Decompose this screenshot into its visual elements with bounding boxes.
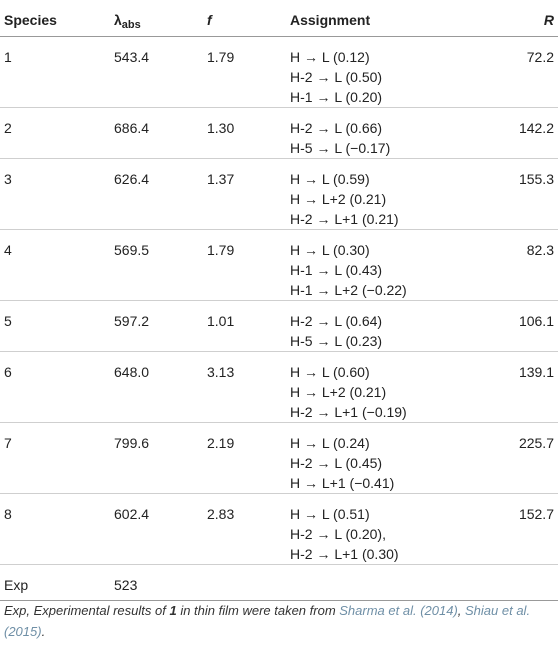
- table-row: 3 626.4 1.37 H → L (0.59) H → L+2 (0.21) H-2 …: [0, 158, 558, 230]
- f-cell: 1.79: [203, 36, 286, 108]
- header-assignment: Assignment: [286, 0, 486, 37]
- f-cell: 1.37: [203, 158, 286, 230]
- assignment-line: H → L (0.51): [290, 505, 370, 522]
- species-cell: 3: [0, 158, 110, 230]
- table-row: 4 569.5 1.79 H → L (0.30) H-1 → L (0.43) H-1 …: [0, 229, 558, 301]
- species-cell: 6: [0, 351, 110, 423]
- assignment-line: H-2 → L (0.50): [290, 68, 383, 85]
- table-row: 5 597.2 1.01 H-2 → L (0.64) H-5 → L (0.23) 10…: [0, 300, 558, 352]
- lambda-cell: 799.6: [110, 422, 203, 494]
- r-cell: 82.3: [486, 229, 558, 301]
- f-cell: 3.13: [203, 351, 286, 423]
- assignment-line: H → L (0.12): [290, 48, 370, 65]
- data-table: Species λabs f Assignment R 1 543.4 1.79 H …: [0, 0, 558, 601]
- assignment-cell: H → L (0.59) H → L+2 (0.21) H-2 → L+1 (0.2…: [286, 158, 486, 230]
- r-cell: 142.2: [486, 107, 558, 159]
- r-cell: 152.7: [486, 493, 558, 565]
- assignment-cell: H-2 → L (0.66) H-5 → L (−0.17): [286, 107, 486, 159]
- assignment-line: H → L (0.24): [290, 434, 370, 451]
- lambda-subscript: abs: [121, 19, 141, 31]
- header-row: Species λabs f Assignment R: [0, 0, 558, 37]
- f-cell: 2.19: [203, 422, 286, 494]
- assignment-line: H-2 → L (0.64): [290, 312, 383, 329]
- f-cell: 1.01: [203, 300, 286, 352]
- species-cell: 4: [0, 229, 110, 301]
- f-cell: 2.83: [203, 493, 286, 565]
- species-cell: 8: [0, 493, 110, 565]
- lambda-cell: 686.4: [110, 107, 203, 159]
- r-cell: 225.7: [486, 422, 558, 494]
- assignment-line: H → L+1 (−0.41): [290, 474, 395, 491]
- lambda-cell: 523: [110, 564, 203, 601]
- assignment-line: H-1 → L+2 (−0.22): [290, 281, 407, 298]
- header-f: f: [203, 0, 286, 37]
- assignment-cell: H → L (0.51) H-2 → L (0.20), H-2 → L+1 (0.…: [286, 493, 486, 565]
- lambda-symbol: λ: [114, 12, 122, 28]
- header-lambda: λabs: [110, 0, 203, 37]
- assignment-line: H-5 → L (0.23): [290, 332, 383, 349]
- table-row: 6 648.0 3.13 H → L (0.60) H → L+2 (0.21) H-2 …: [0, 351, 558, 423]
- assignment-cell: H → L (0.12) H-2 → L (0.50) H-1 → L (0.20): [286, 36, 486, 108]
- assignment-line: H-1 → L (0.43): [290, 261, 383, 278]
- assignment-cell: H → L (0.60) H → L+2 (0.21) H-2 → L+1 (−0.…: [286, 351, 486, 423]
- header-species: Species: [0, 0, 110, 37]
- assignment-line: H → L (0.60): [290, 363, 370, 380]
- assignment-cell: H → L (0.24) H-2 → L (0.45) H → L+1 (−0.41…: [286, 422, 486, 494]
- r-cell: 155.3: [486, 158, 558, 230]
- f-cell: 1.79: [203, 229, 286, 301]
- assignment-cell: H-2 → L (0.64) H-5 → L (0.23): [286, 300, 486, 352]
- species-cell: Exp: [0, 564, 110, 601]
- table-row: 7 799.6 2.19 H → L (0.24) H-2 → L (0.45) H → …: [0, 422, 558, 494]
- assignment-line: H-5 → L (−0.17): [290, 139, 391, 156]
- species-cell: 5: [0, 300, 110, 352]
- assignment-line: H → L+2 (0.21): [290, 190, 387, 207]
- lambda-cell: 569.5: [110, 229, 203, 301]
- table-row: 8 602.4 2.83 H → L (0.51) H-2 → L (0.20), H-2…: [0, 493, 558, 565]
- species-cell: 2: [0, 107, 110, 159]
- table-body: 1 543.4 1.79 H → L (0.12) H-2 → L (0.50) H-1 …: [0, 36, 558, 601]
- r-cell: 106.1: [486, 300, 558, 352]
- table-row: 1 543.4 1.79 H → L (0.12) H-2 → L (0.50) H-1 …: [0, 36, 558, 108]
- assignment-line: H-2 → L+1 (0.21): [290, 210, 399, 227]
- table-footnote: Exp, Experimental results of 1 in thin f…: [4, 603, 531, 639]
- f-cell: 1.30: [203, 107, 286, 159]
- assignment-line: H → L (0.59): [290, 170, 370, 187]
- table-row: Exp 523: [0, 564, 558, 601]
- assignment-line: H-2 → L (0.66): [290, 119, 383, 136]
- species-cell: 7: [0, 422, 110, 494]
- lambda-cell: 602.4: [110, 493, 203, 565]
- reference-link-shiau[interactable]: Shiau et al. (2015): [4, 603, 531, 639]
- lambda-cell: 597.2: [110, 300, 203, 352]
- species-cell: 1: [0, 36, 110, 108]
- assignment-cell: H → L (0.30) H-1 → L (0.43) H-1 → L+2 (−0.…: [286, 229, 486, 301]
- f-cell: [203, 564, 286, 601]
- assignment-line: H-2 → L (0.20),: [290, 525, 386, 542]
- lambda-cell: 648.0: [110, 351, 203, 423]
- r-cell: [486, 564, 558, 601]
- assignment-line: H-2 → L (0.45): [290, 454, 383, 471]
- assignment-line: H → L (0.30): [290, 241, 370, 258]
- reference-link-sharma[interactable]: Sharma et al. (2014): [339, 603, 458, 618]
- assignment-line: H-2 → L+1 (0.30): [290, 545, 399, 562]
- lambda-cell: 626.4: [110, 158, 203, 230]
- assignment-line: H-1 → L (0.20): [290, 88, 383, 105]
- r-cell: 72.2: [486, 36, 558, 108]
- lambda-cell: 543.4: [110, 36, 203, 108]
- assignment-line: H → L+2 (0.21): [290, 383, 387, 400]
- assignment-line: H-2 → L+1 (−0.19): [290, 403, 407, 420]
- r-cell: 139.1: [486, 351, 558, 423]
- assignment-cell: [286, 564, 486, 601]
- header-r: R: [486, 0, 558, 37]
- table-row: 2 686.4 1.30 H-2 → L (0.66) H-5 → L (−0.17) 1…: [0, 107, 558, 159]
